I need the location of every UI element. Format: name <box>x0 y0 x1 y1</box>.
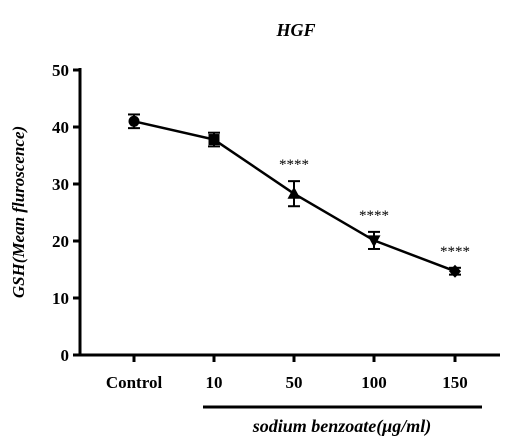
x-tick-label: 150 <box>442 373 468 392</box>
group-label: sodium benzoate(μg/ml) <box>252 416 432 437</box>
plot-area: **** **** **** <box>128 113 470 278</box>
y-tick-label: 40 <box>52 118 69 137</box>
x-tick-label: 10 <box>206 373 223 392</box>
y-axis-label: GSH(Mean fluroscence) <box>9 126 28 298</box>
x-tick-label: Control <box>106 373 163 392</box>
data-point <box>449 264 461 278</box>
significance-label: **** <box>359 208 389 224</box>
y-tick-label: 30 <box>52 175 69 194</box>
y-tick-label: 0 <box>61 346 70 365</box>
significance-label: **** <box>279 157 309 173</box>
data-point <box>367 235 381 248</box>
data-point <box>208 134 220 146</box>
x-tick-label: 100 <box>361 373 387 392</box>
significance-label: **** <box>440 244 470 260</box>
y-tick-label: 50 <box>52 61 69 80</box>
y-tick-label: 10 <box>52 289 69 308</box>
data-point <box>128 115 140 127</box>
data-point <box>287 186 301 199</box>
y-tick-label: 20 <box>52 232 69 251</box>
axes: 0 10 20 30 40 50 Control 10 50 100 150 <box>52 61 500 392</box>
x-tick-label: 50 <box>286 373 303 392</box>
chart-title: HGF <box>275 20 315 40</box>
